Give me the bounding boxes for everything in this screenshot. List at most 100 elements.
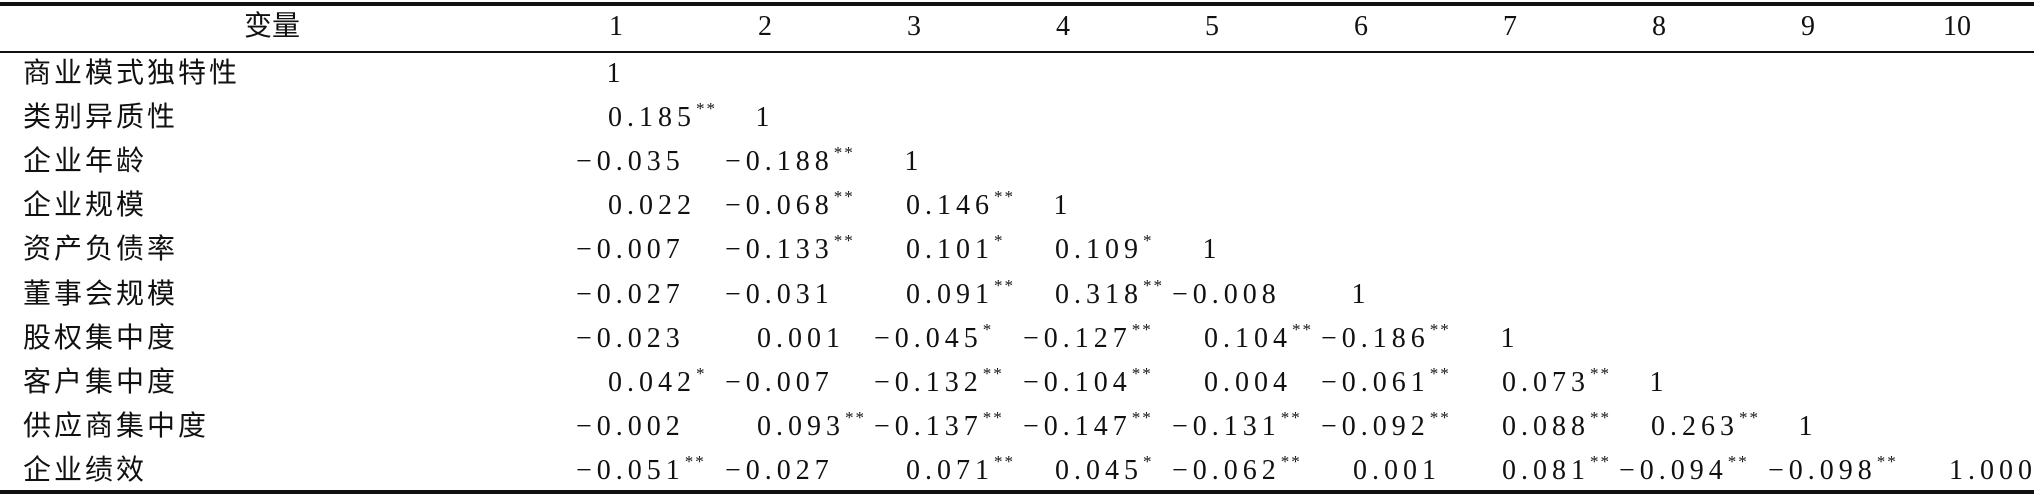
significance: ** xyxy=(1590,407,1611,427)
cell: −0.027 xyxy=(725,456,834,485)
cell: −0.007 xyxy=(576,236,685,264)
cell: 1 xyxy=(1351,278,1371,310)
row-label: 客户集中度 xyxy=(23,366,179,398)
cell-value: −0.147 xyxy=(1023,410,1132,442)
cell-value: 1 xyxy=(1351,278,1371,310)
cell-value: −0.007 xyxy=(725,366,834,398)
row-label: 资产负债率 xyxy=(23,234,179,266)
cell-value: 0.001 xyxy=(1353,454,1441,486)
row-label: 商业模式独特性 xyxy=(23,58,241,89)
significance: ** xyxy=(1727,451,1749,471)
cell-value: −0.035 xyxy=(576,146,685,178)
cell-value: 1 xyxy=(1053,190,1073,222)
cell-value: 0.022 xyxy=(608,190,696,222)
cell: 0.093** xyxy=(757,409,866,441)
significance: ** xyxy=(982,363,1004,383)
top-rule xyxy=(0,2,2034,6)
cell-value: −0.061 xyxy=(1321,366,1430,398)
row-label: 董事会规模 xyxy=(23,278,179,310)
row-label: 供应商集中度 xyxy=(23,410,210,442)
significance: * xyxy=(1143,451,1154,471)
significance: ** xyxy=(982,407,1004,427)
cell: −0.008 xyxy=(1172,278,1281,310)
cell: 0.091** xyxy=(906,277,1015,309)
cell-value: −0.002 xyxy=(576,410,685,442)
cell-value: −0.098 xyxy=(1768,454,1877,486)
row-label: 企业年龄 xyxy=(23,146,148,178)
cell: 0.001 xyxy=(1353,454,1441,486)
cell-value: −0.094 xyxy=(1619,454,1728,486)
cell-value: 0.004 xyxy=(1204,366,1292,398)
significance: ** xyxy=(833,231,855,251)
cell: −0.147** xyxy=(1023,409,1153,442)
cell-value: 0.263 xyxy=(1651,410,1739,442)
header-cell: 2 xyxy=(758,11,772,42)
row-label: 股权集中度 xyxy=(23,322,179,354)
cell: 0.022 xyxy=(608,192,696,220)
cell-value: −0.068 xyxy=(725,190,834,222)
significance: ** xyxy=(1590,451,1611,471)
cell: −0.061** xyxy=(1321,365,1451,398)
header-cell: 7 xyxy=(1503,11,1517,42)
row-label: 企业绩效 xyxy=(23,454,148,486)
cell-value: −0.062 xyxy=(1172,454,1281,486)
cell-value: 0.042 xyxy=(608,366,696,398)
cell: −0.131** xyxy=(1172,409,1302,441)
significance: ** xyxy=(833,143,855,163)
significance: ** xyxy=(1143,275,1164,295)
cell: 0.081** xyxy=(1502,453,1611,486)
header-cell: 10 xyxy=(1943,11,1971,42)
cell-value: 0.101 xyxy=(906,234,994,266)
cell: 1.000 xyxy=(1949,454,2034,486)
cell: −0.023 xyxy=(576,324,685,353)
cell-value: −0.045 xyxy=(874,322,983,354)
cell-value: −0.092 xyxy=(1321,410,1430,442)
cell: 1 xyxy=(1799,412,1818,441)
cell: 1 xyxy=(905,148,924,176)
cell: −0.002 xyxy=(576,410,685,442)
cell: 1 xyxy=(1203,236,1222,264)
cell: −0.027 xyxy=(576,278,685,310)
significance: ** xyxy=(1131,407,1153,427)
cell: −0.045* xyxy=(874,321,993,354)
cell-value: 1 xyxy=(1649,366,1669,398)
cell: −0.132** xyxy=(874,365,1004,397)
header-cell: 9 xyxy=(1801,11,1815,42)
significance: ** xyxy=(994,451,1015,471)
cell-value: −0.027 xyxy=(576,278,685,310)
header-cell: 4 xyxy=(1056,11,1070,42)
cell: 0.001 xyxy=(757,324,845,353)
cell-value: −0.127 xyxy=(1023,322,1132,354)
significance: ** xyxy=(1280,451,1302,471)
cell-value: 0.318 xyxy=(1055,278,1143,310)
cell: 1 xyxy=(756,104,775,132)
bottom-rule xyxy=(0,490,2034,494)
cell: −0.007 xyxy=(725,366,834,398)
header-cell: 1 xyxy=(609,11,623,42)
row-label: 企业规模 xyxy=(23,190,148,222)
cell-value: −0.137 xyxy=(874,410,983,442)
cell-value: −0.188 xyxy=(725,146,834,178)
cell-value: −0.008 xyxy=(1172,278,1281,310)
significance: ** xyxy=(696,99,717,119)
header-cell: 8 xyxy=(1652,11,1666,42)
cell: −0.133** xyxy=(725,232,855,264)
significance: * xyxy=(696,363,707,383)
cell: 0.042* xyxy=(608,365,707,398)
cell: −0.094** xyxy=(1619,453,1749,486)
cell-value: 1.000 xyxy=(1949,454,2034,486)
cell-value: 1 xyxy=(755,102,775,134)
cell-value: 0.081 xyxy=(1502,454,1590,486)
cell-value: −0.051 xyxy=(576,454,685,486)
cell: 0.088** xyxy=(1502,409,1611,441)
cell: −0.104** xyxy=(1023,365,1153,397)
significance: ** xyxy=(1292,319,1313,339)
significance: ** xyxy=(1280,407,1302,427)
cell: −0.127** xyxy=(1023,321,1153,354)
significance: * xyxy=(982,319,994,339)
header-cell: 6 xyxy=(1354,11,1368,42)
cell: −0.098** xyxy=(1768,453,1898,486)
significance: ** xyxy=(1739,407,1760,427)
significance: ** xyxy=(1429,363,1451,383)
